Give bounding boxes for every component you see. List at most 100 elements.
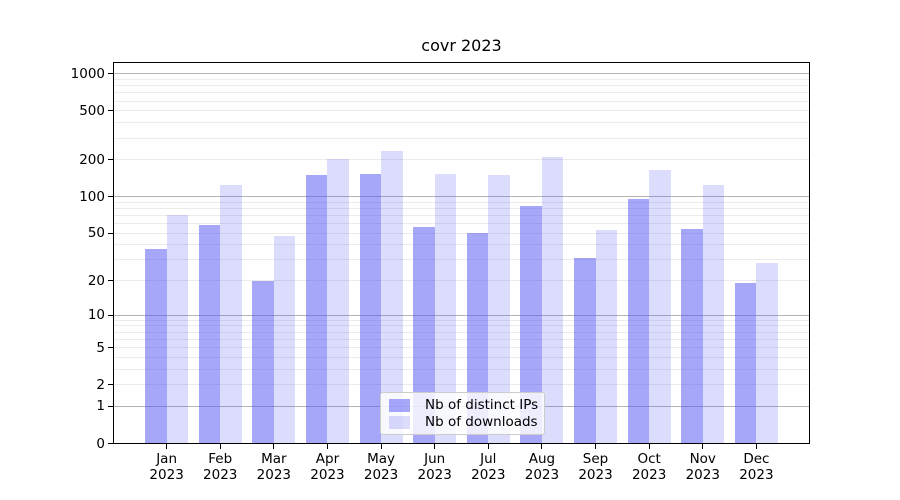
gridline-minor [114,232,809,234]
gridline-minor [114,122,809,124]
gridline-major [114,73,809,75]
y-tick-mark [108,384,113,386]
bar-distinct-ips [520,206,542,444]
gridline-minor [114,137,809,139]
x-tick-label: Nov 2023 [685,450,720,484]
y-tick-mark [108,347,113,349]
gridline-minor [114,79,809,81]
gridline-minor [114,259,809,261]
gridline-minor [114,201,809,203]
gridline-major [114,314,809,316]
x-tick-label: Mar 2023 [256,450,292,484]
gridline-minor [114,325,809,327]
gridline-minor [114,214,809,216]
y-tick-label: 500 [79,102,105,119]
bar-distinct-ips [359,174,382,444]
x-tick-label: Jan 2023 [149,450,184,484]
gridline-minor [114,319,809,321]
bar-distinct-ips [306,175,328,444]
x-tick-label: Sep 2023 [578,450,613,484]
x-tick-label: Aug 2023 [524,450,560,484]
x-tick-mark [219,444,221,449]
y-tick-mark [108,196,113,198]
y-tick-label: 5 [96,339,105,356]
y-tick-label: 0 [96,435,105,452]
y-tick-mark [108,232,113,234]
gridline-minor [114,384,809,386]
bar-distinct-ips [574,258,596,444]
gridline-minor [114,110,809,112]
x-tick-mark [166,444,168,449]
y-tick-mark [108,110,113,112]
y-tick-label: 50 [87,225,105,242]
legend-label-distinct-ips: Nb of distinct IPs [425,397,539,413]
y-tick-mark [108,405,113,407]
y-tick-mark [108,314,113,316]
y-tick-label: 1000 [70,65,105,82]
x-tick-label: Feb 2023 [203,450,238,484]
bar-distinct-ips [734,283,757,444]
x-tick-label: Jul 2023 [471,450,506,484]
x-tick-label: Jun 2023 [417,450,452,484]
x-tick-label: Dec 2023 [739,450,774,484]
gridline-minor [114,368,809,370]
y-tick-label: 20 [87,272,105,289]
bar-downloads [327,159,349,444]
plot-frame [113,62,810,444]
x-tick-label: Apr 2023 [310,450,345,484]
x-tick-mark [755,444,757,449]
gridline-minor [114,338,809,340]
x-tick-mark [380,444,382,449]
bar-downloads [595,230,617,444]
x-tick-mark [648,444,650,449]
bar-distinct-ips [466,233,489,444]
x-tick-label: May 2023 [363,450,399,484]
bar-downloads [220,184,242,444]
gridline-minor [114,159,809,161]
bar-downloads [649,170,671,444]
gridline-minor [114,207,809,209]
y-tick-label: 10 [87,307,105,324]
x-tick-mark [434,444,436,449]
gridline-minor [114,92,809,94]
y-tick-label: 2 [96,376,105,393]
bar-distinct-ips [627,199,650,444]
y-tick-label: 200 [79,151,105,168]
bar-downloads [541,157,564,444]
gridline-minor [114,356,809,358]
x-tick-label: Oct 2023 [631,450,667,484]
bar-downloads [434,174,457,444]
gridline-minor [114,100,809,102]
legend-swatch-downloads [389,416,410,429]
x-tick-mark [273,444,275,449]
bar-distinct-ips [252,280,274,444]
legend-label-downloads: Nb of downloads [425,414,538,430]
gridline-major [114,196,809,198]
bar-downloads [702,184,725,444]
x-tick-mark [702,444,704,449]
bar-downloads [273,236,296,444]
legend-swatch-distinct-ips [389,399,410,412]
bar-downloads [381,150,403,444]
x-tick-mark [487,444,489,449]
bar-distinct-ips [198,225,221,444]
y-tick-label: 100 [79,188,105,205]
bar-downloads [756,263,778,444]
y-tick-mark [108,280,113,282]
bar-downloads [488,175,510,444]
bar-downloads [166,215,189,444]
x-tick-mark [326,444,328,449]
gridline-minor [114,223,809,225]
bar-distinct-ips [413,227,435,444]
x-tick-mark [595,444,597,449]
gridline-minor [114,331,809,333]
gridline-minor [114,85,809,87]
bar-distinct-ips [681,229,703,444]
gridline-minor [114,347,809,349]
x-tick-mark [541,444,543,449]
gridline-minor [114,280,809,282]
legend: Nb of distinct IPs Nb of downloads [380,392,545,435]
y-tick-mark [108,443,113,444]
gridline-minor [114,244,809,246]
